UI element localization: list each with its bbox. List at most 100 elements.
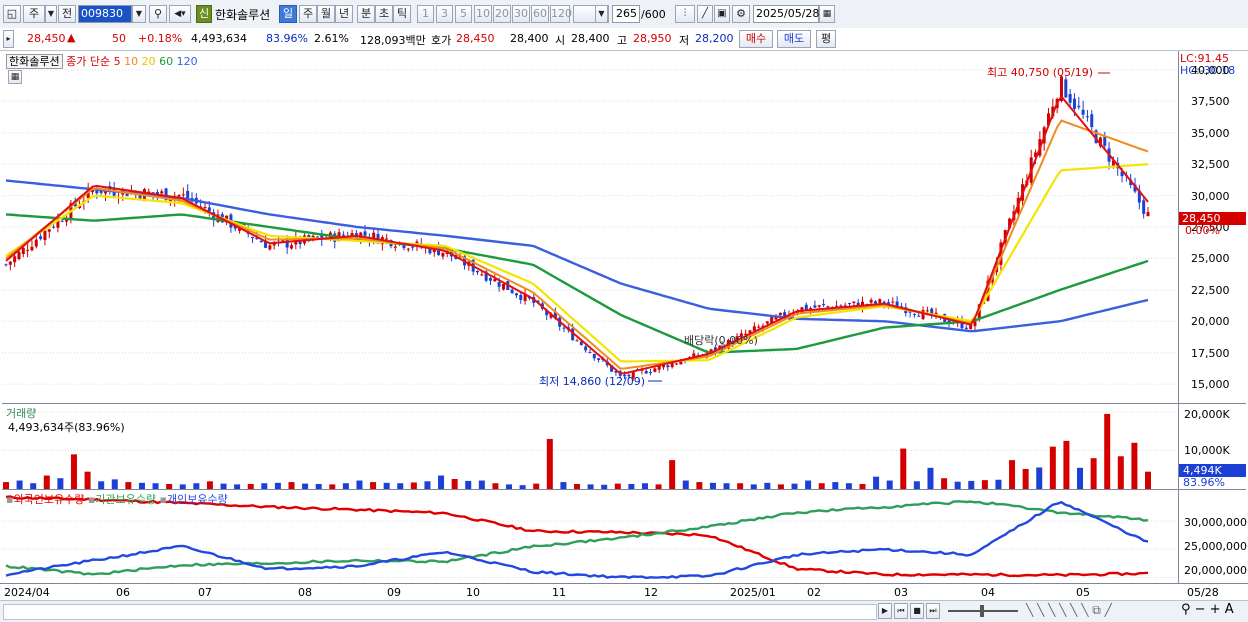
candle-body xyxy=(476,270,480,273)
volume-bar xyxy=(832,482,839,489)
candle-body xyxy=(315,236,319,238)
candle-body xyxy=(666,365,670,368)
buy-button[interactable]: 매수 xyxy=(739,30,773,48)
speaker-icon[interactable]: ◀▾ xyxy=(169,5,191,23)
x-label-4: 09 xyxy=(387,586,401,599)
volume-bar xyxy=(288,482,295,489)
drawing-tools-icon[interactable]: ╲ ╲ ╲ ╲ ╲ ╲ ⧉ ╱ xyxy=(1026,603,1112,617)
candle-body xyxy=(52,226,56,228)
candle-body xyxy=(290,245,293,249)
calendar-icon[interactable]: ▦ xyxy=(819,5,835,23)
volume-bar xyxy=(1145,471,1151,489)
period-button-3[interactable]: 년 xyxy=(335,5,353,23)
volume-bar xyxy=(16,480,23,489)
volume-bar xyxy=(1063,440,1070,489)
candle-body xyxy=(657,365,661,370)
number-button-1[interactable]: 3 xyxy=(436,5,453,23)
volume-bar xyxy=(1022,468,1029,489)
market-select[interactable]: 주 xyxy=(23,5,45,23)
candle-body xyxy=(964,327,968,329)
candle-body xyxy=(216,214,220,222)
stop-icon[interactable]: ■ xyxy=(910,603,924,619)
candle-body xyxy=(406,248,410,250)
window-icon[interactable]: ◱ xyxy=(3,5,21,23)
candle-body xyxy=(1142,200,1146,214)
expand-icon[interactable]: ▸ xyxy=(3,30,14,48)
number-button-0[interactable]: 1 xyxy=(417,5,434,23)
volume-panel[interactable]: 거래량 4,493,634주(83.96%) xyxy=(2,404,1179,490)
holding-panel[interactable]: ▪외국인보유수량 ▪기관보유수량 ▪개인보유수량 xyxy=(2,490,1179,583)
volume-bar xyxy=(370,482,377,489)
open-label: 시 xyxy=(555,34,566,47)
save-icon[interactable]: ▣ xyxy=(714,5,730,23)
volume-ratio: 83.96% xyxy=(266,32,308,45)
candle-body xyxy=(514,293,518,296)
gear-icon[interactable]: ⚙ xyxy=(732,5,750,23)
forward-icon[interactable]: ⏭ xyxy=(926,603,940,619)
number-button-2[interactable]: 5 xyxy=(455,5,472,23)
count-input[interactable]: 265 xyxy=(612,5,640,23)
period-button-0[interactable]: 일 xyxy=(279,5,297,23)
price-panel[interactable]: 한화솔루션 종가 단순 5 10 20 60 120 ▦ 최고 40,750 (… xyxy=(2,51,1179,404)
draw-tool-icon[interactable]: ╱ xyxy=(697,5,713,23)
volume-bar xyxy=(166,483,173,489)
candle-body xyxy=(748,330,752,334)
candle-body xyxy=(385,238,389,240)
price-tick-10: 15,000 xyxy=(1191,378,1230,392)
price-tick-8: 20,000 xyxy=(1191,315,1230,329)
volume-bar xyxy=(1117,456,1124,489)
candle-type-icon[interactable]: ⫶ xyxy=(675,5,695,23)
search-icon[interactable]: ⚲ xyxy=(149,5,167,23)
high-annotation: 최고 40,750 (05/19) xyxy=(987,66,1094,79)
count-max: /600 xyxy=(641,8,666,21)
candle-body xyxy=(579,341,583,345)
stock-code-input[interactable]: 009830 xyxy=(78,5,132,23)
number-button-5[interactable]: 30 xyxy=(512,5,530,23)
candle-body xyxy=(1068,94,1072,103)
candle-body xyxy=(1059,76,1063,101)
sell-button[interactable]: 매도 xyxy=(777,30,811,48)
number-button-7[interactable]: 120 xyxy=(550,5,572,23)
rewind-icon[interactable]: ⏮ xyxy=(894,603,908,619)
number-button-6[interactable]: 60 xyxy=(531,5,549,23)
volume-bar xyxy=(492,483,499,489)
period-button-5[interactable]: 초 xyxy=(375,5,393,23)
period-button-6[interactable]: 틱 xyxy=(393,5,411,23)
lc-label: LC:91.45 xyxy=(1180,52,1230,65)
volume-bar xyxy=(791,483,798,489)
number-button-4[interactable]: 20 xyxy=(493,5,511,23)
candle-body xyxy=(709,349,713,353)
candle-body xyxy=(160,191,164,194)
period-button-4[interactable]: 분 xyxy=(357,5,375,23)
grid-icon[interactable]: ▦ xyxy=(8,70,22,84)
volume-bar xyxy=(424,481,431,489)
zoom-controls-icon[interactable]: ⚲ − + A xyxy=(1181,602,1234,617)
avg-button[interactable]: 평 xyxy=(816,30,836,48)
prev-button[interactable]: 전 xyxy=(58,5,76,23)
volume-bar xyxy=(1009,460,1016,489)
date-input[interactable]: 2025/05/28 xyxy=(753,5,819,23)
x-label-0: 2024/04 xyxy=(4,586,50,599)
volume-bar xyxy=(193,483,200,489)
volume-bar xyxy=(30,483,37,489)
price-tick-7: 22,500 xyxy=(1191,283,1230,297)
volume-bar xyxy=(1104,413,1111,489)
number-button-3[interactable]: 10 xyxy=(474,5,492,23)
period-button-1[interactable]: 주 xyxy=(299,5,317,23)
period-button-2[interactable]: 월 xyxy=(317,5,335,23)
candle-body xyxy=(722,346,726,349)
volume-bar xyxy=(1036,467,1043,489)
candle-body xyxy=(822,303,826,306)
scroll-right-icon[interactable]: ▶ xyxy=(878,603,892,619)
chart-scrollbar[interactable] xyxy=(3,604,877,620)
candle-body xyxy=(26,249,30,251)
candle-body xyxy=(99,189,103,193)
volume-bar xyxy=(98,481,105,489)
code-dropdown-icon[interactable]: ▼ xyxy=(132,5,146,23)
market-dropdown-icon[interactable]: ▼ xyxy=(45,5,57,23)
zoom-slider-handle[interactable] xyxy=(980,605,984,617)
volume-bar xyxy=(941,478,948,489)
x-label-7: 12 xyxy=(644,586,658,599)
count-dropdown-icon[interactable]: ▼ xyxy=(595,5,608,23)
